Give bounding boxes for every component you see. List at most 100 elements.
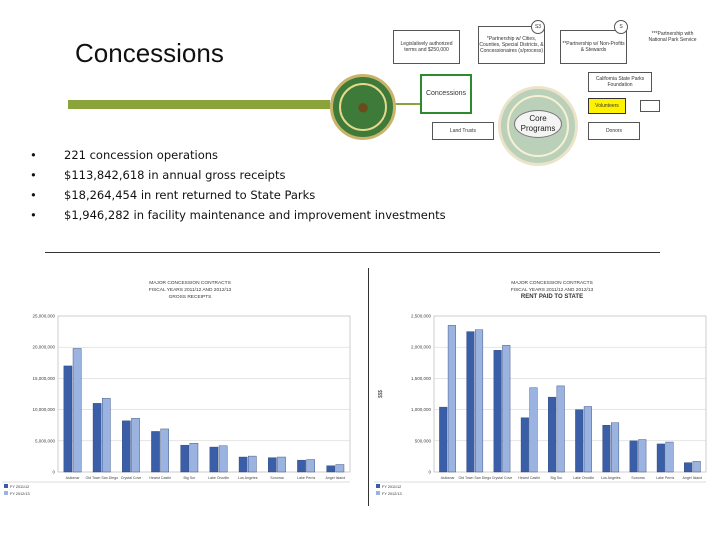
legend-swatch [376, 491, 380, 495]
plot-area [57, 315, 351, 473]
y-tick-label: 500,000 [415, 438, 432, 443]
x-tick-label: Crystal Cove [121, 476, 142, 480]
chart-title-line: FISCAL YEARS 2011/12 AND 2012/13 [149, 287, 232, 293]
bar [684, 462, 693, 473]
y-axis-label: $$$ [378, 390, 384, 399]
x-tick-label: Big Sur [551, 476, 564, 480]
bar [102, 398, 111, 473]
bar [665, 441, 674, 473]
bar [122, 420, 131, 473]
bar [268, 457, 277, 473]
bear-icon: ● [356, 94, 370, 119]
state-parks-seal: ● [330, 74, 396, 140]
bar [151, 431, 160, 473]
bullet-dot: • [30, 188, 37, 202]
y-tick-label: 0 [52, 470, 55, 475]
x-tick-label: Asilomar [66, 476, 81, 480]
x-tick-label: Hearst Castle [149, 476, 171, 480]
y-tick-label: 0 [428, 470, 431, 475]
state-parks-seal-diagram [498, 86, 578, 166]
chart-title-line: RENT PAID TO STATE [521, 294, 583, 300]
bullet-item: • $1,946,282 in facility maintenance and… [30, 208, 446, 228]
bar [529, 387, 538, 473]
bar [248, 455, 257, 473]
x-tick-label: Angel Island [326, 476, 346, 480]
bullet-text: 221 concession operations [64, 148, 219, 162]
diagram-box-donors: Donors [588, 122, 640, 140]
chart-title-line: MAJOR CONCESSION CONTRACTS [149, 280, 231, 286]
bullet-item: • 221 concession operations [30, 148, 446, 168]
bar [63, 365, 73, 473]
bullet-text: $18,264,454 in rent returned to State Pa… [64, 188, 316, 202]
x-tick-label: Sonoma [631, 476, 644, 480]
x-tick-label: Hearst Castle [518, 476, 540, 480]
bar [439, 406, 448, 473]
bar [306, 459, 315, 473]
diagram-box-foundation: California State Parks Foundation [588, 72, 652, 92]
bar [548, 396, 557, 473]
y-tick-label: 10,000,000 [32, 407, 55, 412]
bar [180, 444, 190, 473]
bar [520, 417, 529, 473]
bar [656, 443, 665, 473]
x-tick-label: Crystal Cove [492, 476, 513, 480]
bar [326, 465, 336, 473]
x-tick-label: Old Town San Diego [85, 476, 118, 480]
chart-title-line: MAJOR CONCESSION CONTRACTS [511, 280, 593, 286]
y-tick-label: 2,500,000 [411, 314, 432, 319]
x-tick-label: Los Angeles [238, 476, 258, 480]
diagram-badge-s: S [614, 20, 628, 34]
y-tick-label: 15,000,000 [32, 376, 55, 381]
divider-vertical [368, 268, 369, 506]
y-tick-label: 2,000,000 [411, 345, 432, 350]
x-tick-label: Los Angeles [601, 476, 621, 480]
bar [466, 331, 475, 473]
x-tick-label: Big Sur [184, 476, 197, 480]
bar [493, 350, 502, 473]
bullet-item: • $18,264,454 in rent returned to State … [30, 188, 446, 208]
bullet-text: $113,842,618 in annual gross receipts [64, 168, 286, 182]
x-tick-label: Angel Island [683, 476, 703, 480]
y-tick-label: 25,000,000 [32, 314, 55, 319]
bar [218, 445, 228, 473]
bar [277, 456, 286, 473]
y-tick-label: 5,000,000 [35, 438, 56, 443]
diagram-box-legislative: Legislatively authorized terms and $250,… [393, 30, 460, 64]
diagram-badge-s3: S3 [531, 20, 545, 34]
x-tick-label: Lake Perris [297, 476, 315, 480]
legend-label: FY 2011/12 [10, 485, 29, 489]
legend-swatch [4, 484, 8, 488]
bullet-text: $1,946,282 in facility maintenance and i… [64, 208, 446, 222]
bar [583, 406, 592, 473]
bar [602, 424, 611, 473]
bar [92, 403, 102, 473]
legend-swatch [4, 491, 8, 495]
bar [629, 440, 638, 473]
x-tick-label: Sonoma [270, 476, 283, 480]
bar [131, 418, 140, 473]
diagram-box-concessions: Concessions [420, 74, 472, 114]
bullet-dot: • [30, 208, 37, 222]
bar [692, 461, 701, 473]
bar [475, 329, 484, 473]
bar [189, 443, 199, 473]
bar [297, 459, 306, 473]
y-tick-label: 1,500,000 [411, 376, 432, 381]
diagram-box-cities: *Partnership w/ Cities, Counties, Specia… [478, 26, 545, 64]
slide-title: Concessions [75, 38, 224, 68]
x-tick-label: Old Town San Diego [458, 476, 491, 480]
bar [335, 464, 345, 473]
x-tick-label: Lake Oroville [208, 476, 229, 480]
bar [502, 345, 511, 473]
chart-title-line: GROSS RECEIPTS [169, 294, 212, 300]
diagram-box-nps: ***Partnership with National Park Servic… [645, 12, 700, 62]
bar [160, 428, 169, 473]
bar [556, 385, 565, 473]
bar [72, 348, 82, 473]
diagram-box-small [640, 100, 660, 112]
legend-label: FY 2012/13 [382, 492, 402, 496]
chart-title-line: FISCAL YEARS 2011/12 AND 2012/13 [511, 287, 594, 293]
legend-swatch [376, 484, 380, 488]
